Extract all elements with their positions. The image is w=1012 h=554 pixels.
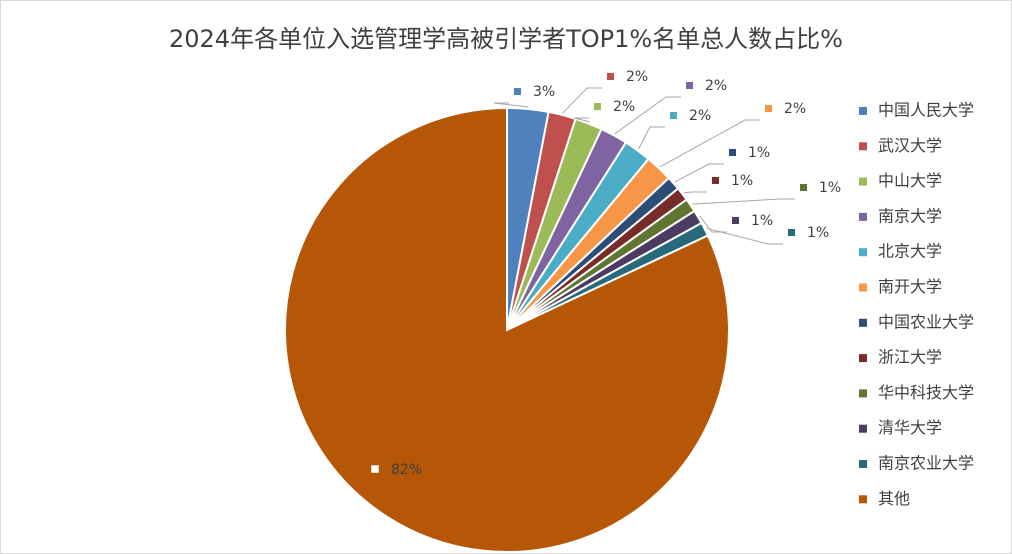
label-marker [670,112,677,119]
label-marker [368,462,382,476]
data-label: 2% [705,78,727,94]
legend-label: 华中科技大学 [878,383,974,402]
data-label: 1% [807,225,829,241]
legend-swatch [859,495,867,504]
legend-swatch [859,389,867,398]
legend-swatch [859,142,867,151]
chart-title: 2024年各单位入选管理学高被引学者TOP1%名单总人数占比% [169,25,843,53]
leader-line [573,117,590,123]
legend-swatch [859,354,867,363]
legend-swatch [859,283,867,292]
leader-line [493,102,529,108]
label-marker [732,217,739,224]
data-label: 1% [731,173,753,189]
legend-label: 其他 [878,489,910,508]
legend-swatch [859,212,867,221]
legend-label: 浙江大学 [878,348,942,367]
legend-label: 中山大学 [878,171,942,190]
pie-slice [284,106,730,553]
data-label: 1% [819,180,841,196]
leader-line [692,198,795,205]
leader-line [660,119,760,168]
legend-swatch [859,107,867,115]
legend-label: 中国人民大学 [878,101,974,120]
legend-label: 中国农业大学 [878,312,974,331]
leader-line [562,87,602,114]
label-marker [686,82,693,89]
label-marker [729,149,736,156]
legend-swatch [859,318,867,327]
label-marker [765,105,772,112]
legend-swatch [859,177,867,186]
label-marker [594,103,601,110]
legend-label: 清华大学 [878,418,942,437]
label-marker [514,88,521,95]
label-marker [788,229,795,236]
leader-line [674,163,724,183]
leader-line [683,191,707,194]
data-label: 1% [751,213,773,229]
legend-swatch [859,424,867,433]
data-label: 1% [748,145,770,161]
legend-label: 北京大学 [878,242,942,261]
legend-swatch [859,248,867,257]
label-marker [712,177,719,184]
leader-line [706,227,783,245]
legend-label: 南开大学 [878,277,942,296]
legend-label: 武汉大学 [878,136,942,155]
label-marker [607,73,614,80]
data-label: 3% [533,84,555,100]
legend-label: 南京大学 [878,206,942,225]
data-label: 82% [391,462,422,478]
data-label: 2% [626,69,648,85]
data-label: 2% [784,101,806,117]
leader-line [614,96,681,135]
label-marker [800,184,807,191]
data-label: 2% [613,99,635,115]
leader-line [638,126,665,150]
legend-label: 南京农业大学 [878,454,974,473]
data-label: 2% [689,108,711,124]
legend-swatch [859,460,867,468]
